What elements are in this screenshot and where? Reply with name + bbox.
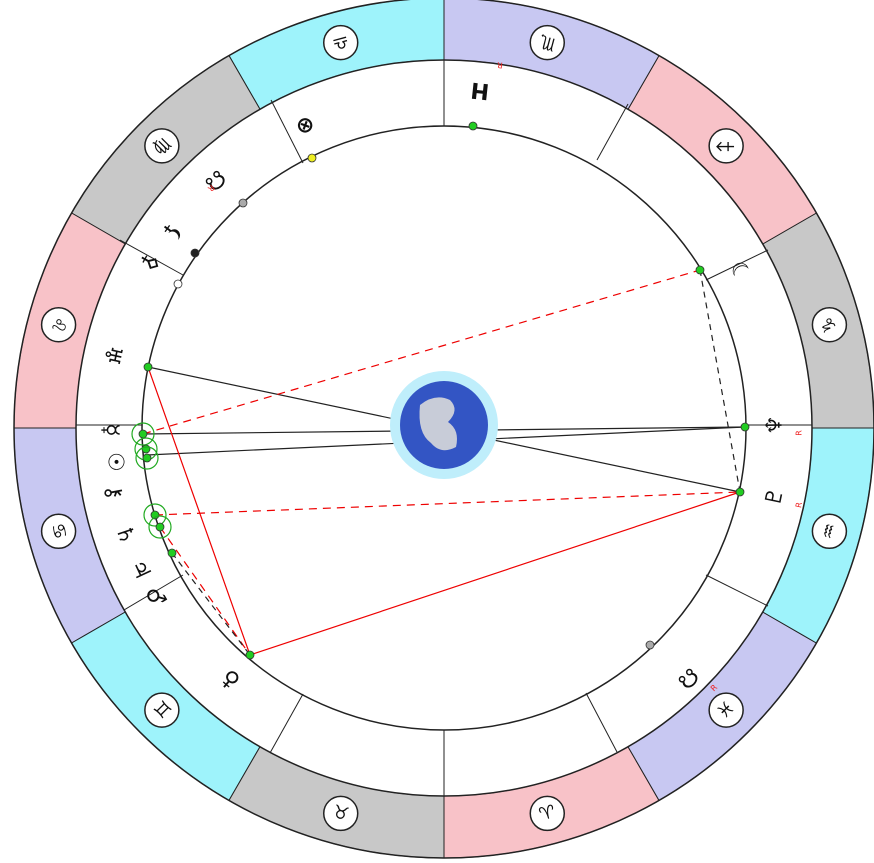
- planet-dot: [308, 154, 316, 162]
- planet-dot: [168, 549, 176, 557]
- planet-dot: [469, 122, 477, 130]
- planet-dot: [239, 199, 247, 207]
- earth: [390, 371, 498, 479]
- planet-dot: [246, 651, 254, 659]
- planet-dot: [174, 280, 182, 288]
- planet-glyph: ☉: [102, 451, 129, 473]
- planet-dot: [142, 445, 150, 453]
- planet-dot: [156, 523, 164, 531]
- retrograde-mark: R: [794, 430, 803, 436]
- chart-wheel: ♎♍♌♋♊♉♈♓♒♑♐♏ ♅☿☉⚷♄♃♂♀♆R♇R☽☋RHR⊗☊R⚸⚴: [0, 0, 874, 863]
- planet-dot: [191, 249, 199, 257]
- planet-glyph: ☿: [97, 423, 122, 437]
- planet-dot: [143, 454, 151, 462]
- planet-dot: [696, 266, 704, 274]
- planet-glyph: ♆: [762, 415, 787, 435]
- planet-dot: [139, 430, 147, 438]
- planet-dot: [736, 488, 744, 496]
- planet-dot: [144, 363, 152, 371]
- planet-dot: [646, 641, 654, 649]
- planet-glyph: H: [470, 77, 491, 104]
- planet-dot: [741, 423, 749, 431]
